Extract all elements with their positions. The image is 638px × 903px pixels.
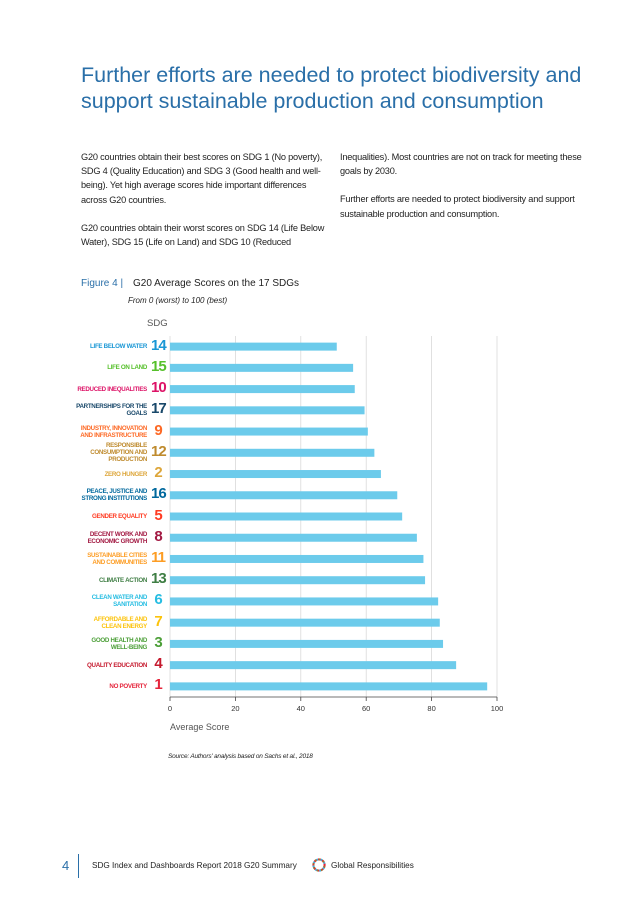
bar-10 [170,385,355,394]
category-header: SDG [147,318,168,329]
sdg-number: 3 [154,633,162,651]
sdg-label: INDUSTRY, INNOVATION AND INFRASTRUCTURE [80,424,147,439]
sdg-label: RESPONSIBLE CONSUMPTION AND PRODUCTION [90,442,147,464]
sdg-number: 7 [154,612,162,630]
bar-11 [170,554,424,563]
sdg-number: 9 [154,421,162,439]
footer-divider [78,854,79,878]
bar-17 [170,406,365,415]
bar-9 [170,427,368,436]
x-tick-label: 100 [491,704,504,713]
bar-4 [170,661,457,670]
page-number: 4 [62,858,70,873]
sdg-label: SUSTAINABLE CITIES AND COMMUNITIES [87,551,147,566]
x-tick-label: 20 [231,704,239,713]
figure-subtitle: From 0 (worst) to 100 (best) [128,296,228,305]
sdg-label: ZERO HUNGER [104,470,148,478]
x-tick-label: 80 [427,704,435,713]
figure-label: Figure 4 | [81,278,124,289]
sdg-number: 6 [154,591,162,609]
sdg-number: 14 [151,336,167,354]
bar-15 [170,363,354,372]
bar-8 [170,533,417,542]
sdg-number: 5 [154,506,162,524]
bar-5 [170,512,403,521]
sdg-label: LIFE ON LAND [107,364,147,372]
sdg-number: 15 [151,357,167,375]
sdg-number: 11 [151,548,166,566]
paragraph: G20 countries obtain their best scores o… [81,152,323,205]
x-axis-label: Average Score [170,722,229,732]
sdg-label: CLEAN WATER AND SANITATION [91,594,148,609]
paragraph: Inequalities). Most countries are not on… [340,152,582,177]
bar-7 [170,618,440,627]
sdg-number: 10 [151,379,167,397]
figure-title: G20 Average Scores on the 17 SDGs [133,278,300,289]
bar-3 [170,639,444,648]
page-title: Further efforts are needed to protect bi… [81,63,582,113]
bar-16 [170,491,398,500]
sdg-label: GENDER EQUALITY [92,513,147,520]
sdg-wheel-icon [312,858,326,872]
sdg-label: LIFE BELOW WATER [90,343,147,351]
sdg-number: 8 [154,527,162,545]
sdg-label: NO POVERTY [109,682,147,690]
sdg-label: PARTNERSHIPS FOR THE GOALS [76,403,147,418]
sdg-label: QUALITY EDUCATION [87,661,147,669]
sdg-number: 4 [154,655,162,673]
bar-6 [170,597,439,606]
sdg-number: 2 [154,464,162,482]
sdg-label: CLIMATE ACTION [98,576,147,584]
bar-chart: 0 20 40 60 80 100 Average Score [168,336,504,732]
sdg-number: 17 [151,400,167,418]
body-text-right: Inequalities). Most countries are not on… [340,150,585,235]
sdg-label: REDUCED INEQUALITIES [77,385,147,393]
bar-14 [170,342,337,351]
x-tick-label: 0 [168,704,172,713]
figure-source: Source: Authors' analysis based on Sachs… [168,753,313,760]
bar-1 [170,682,488,691]
sdg-number: 1 [154,676,162,694]
sdg-number: 13 [151,570,167,588]
bar-2 [170,470,381,479]
footer-report-title: SDG Index and Dashboards Report 2018 G20… [92,861,297,870]
body-text-left: G20 countries obtain their best scores o… [81,150,326,263]
sdg-number: 12 [151,442,167,460]
sdg-label: AFFORDABLE AND CLEAN ENERGY [93,615,148,630]
bar-12 [170,448,375,457]
sdg-label: GOOD HEALTH AND WELL-BEING [91,636,147,651]
paragraph: G20 countries obtain their worst scores … [81,222,325,248]
footer-section-title: Global Responsibilities [331,861,414,870]
sdg-label: DECENT WORK AND ECONOMIC GROWTH [87,530,148,545]
sdg-label: PEACE, JUSTICE AND STRONG INSTITUTIONS [81,488,148,503]
paragraph: Further efforts are needed to protect bi… [340,194,575,219]
x-tick-label: 60 [362,704,370,713]
bar-13 [170,576,426,585]
x-tick-label: 40 [297,704,305,713]
sdg-number: 16 [151,485,167,503]
